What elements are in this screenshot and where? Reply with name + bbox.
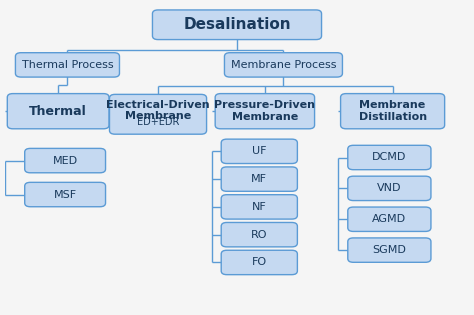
Text: Thermal: Thermal	[29, 105, 87, 118]
FancyBboxPatch shape	[221, 250, 297, 275]
FancyBboxPatch shape	[348, 176, 431, 201]
FancyBboxPatch shape	[221, 139, 297, 163]
FancyBboxPatch shape	[153, 10, 321, 40]
FancyBboxPatch shape	[215, 94, 315, 129]
Text: Membrane Process: Membrane Process	[231, 60, 336, 70]
Text: UF: UF	[252, 146, 266, 156]
FancyBboxPatch shape	[348, 238, 431, 262]
FancyBboxPatch shape	[348, 145, 431, 170]
FancyBboxPatch shape	[25, 182, 106, 207]
FancyBboxPatch shape	[221, 195, 297, 219]
Text: Desalination: Desalination	[183, 17, 291, 32]
FancyBboxPatch shape	[221, 167, 297, 191]
FancyBboxPatch shape	[25, 148, 106, 173]
Text: Thermal Process: Thermal Process	[22, 60, 113, 70]
Text: ED+EDR: ED+EDR	[137, 117, 179, 127]
Text: SGMD: SGMD	[373, 245, 406, 255]
Text: Electrical-Driven
Membrane: Electrical-Driven Membrane	[106, 100, 210, 121]
Text: AGMD: AGMD	[372, 214, 406, 224]
FancyBboxPatch shape	[16, 53, 119, 77]
FancyBboxPatch shape	[225, 53, 342, 77]
FancyBboxPatch shape	[109, 94, 207, 134]
Text: RO: RO	[251, 230, 267, 240]
Text: DCMD: DCMD	[372, 152, 407, 163]
Text: FO: FO	[252, 257, 267, 267]
Text: NF: NF	[252, 202, 267, 212]
FancyBboxPatch shape	[341, 94, 445, 129]
Text: Membrane
Distillation: Membrane Distillation	[358, 100, 427, 122]
Text: Pressure-Driven
Membrane: Pressure-Driven Membrane	[214, 100, 315, 122]
Text: MED: MED	[53, 156, 78, 166]
FancyBboxPatch shape	[221, 222, 297, 247]
FancyBboxPatch shape	[348, 207, 431, 232]
Text: VND: VND	[377, 183, 401, 193]
Text: MF: MF	[251, 174, 267, 184]
FancyBboxPatch shape	[7, 94, 109, 129]
Text: MSF: MSF	[54, 190, 77, 199]
